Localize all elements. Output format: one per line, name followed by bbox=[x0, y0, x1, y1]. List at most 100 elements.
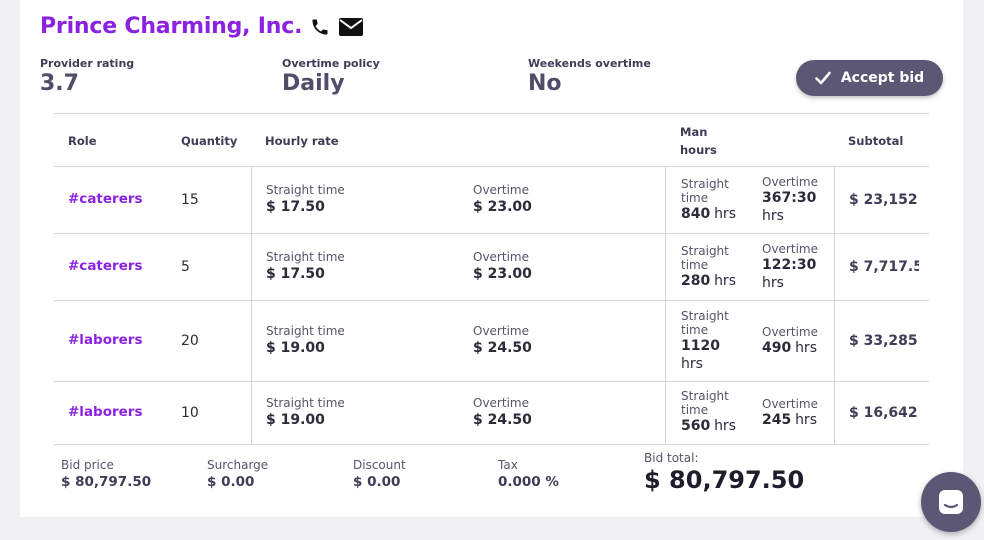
overtime-hours-label: Overtime bbox=[762, 325, 818, 339]
overtime-label: Overtime bbox=[473, 250, 529, 264]
row-subtotal: $ 7,717.50 bbox=[849, 259, 919, 275]
straight-time-rate: $ 19.00 bbox=[266, 340, 325, 356]
overtime-hours-unit: hrs bbox=[762, 275, 784, 291]
overtime-hours-unit: hrs bbox=[762, 208, 784, 224]
straight-time-rate: $ 19.00 bbox=[266, 412, 325, 428]
header-hourly-rate: Hourly rate bbox=[265, 134, 339, 148]
straight-hours-label-1: Straight bbox=[681, 309, 729, 323]
overtime-policy-value: Daily bbox=[282, 71, 345, 96]
row-subtotal: $ 16,642.5 bbox=[849, 405, 919, 421]
row-quantity: 10 bbox=[181, 405, 199, 421]
tax: Tax 0.000 % bbox=[498, 458, 559, 490]
row-overtime-hours: Overtime 490 hrs bbox=[762, 325, 818, 357]
weekends-overtime: Weekends overtime No bbox=[528, 57, 651, 96]
weekends-overtime-label: Weekends overtime bbox=[528, 57, 651, 70]
overtime-hours-unit: hrs bbox=[795, 340, 817, 356]
bid-price: Bid price $ 80,797.50 bbox=[61, 458, 151, 490]
row-straight-rate: Straight time $ 17.50 bbox=[266, 183, 345, 216]
overtime-label: Overtime bbox=[473, 183, 529, 197]
mail-icon[interactable] bbox=[338, 17, 364, 37]
overtime-rate: $ 23.00 bbox=[473, 266, 532, 282]
tax-value: 0.000 % bbox=[498, 474, 559, 490]
row-quantity: 15 bbox=[181, 192, 199, 208]
row-quantity: 5 bbox=[181, 259, 190, 275]
header-man-hours-line1: Man bbox=[680, 125, 708, 139]
row-overtime-hours: Overtime 245 hrs bbox=[762, 397, 818, 429]
discount-value: $ 0.00 bbox=[353, 474, 401, 490]
straight-hours-label-1: Straight bbox=[681, 389, 729, 403]
header-quantity: Quantity bbox=[181, 134, 238, 148]
straight-hours-label-1: Straight bbox=[681, 244, 729, 258]
row-subtotal: $ 33,285.0 bbox=[849, 333, 919, 349]
overtime-hours-value: 245 bbox=[762, 412, 792, 428]
row-overtime-rate: Overtime $ 24.50 bbox=[473, 396, 532, 429]
provider-name[interactable]: Prince Charming, Inc. bbox=[40, 14, 303, 39]
row-straight-rate: Straight time $ 17.50 bbox=[266, 250, 345, 283]
straight-hours-label-1: Straight bbox=[681, 177, 729, 191]
row-role[interactable]: #caterers bbox=[68, 191, 143, 207]
overtime-hours-unit: hrs bbox=[795, 412, 817, 428]
overtime-label: Overtime bbox=[473, 324, 529, 338]
bid-total-value: $ 80,797.50 bbox=[644, 466, 805, 494]
row-straight-rate: Straight time $ 19.00 bbox=[266, 396, 345, 429]
straight-hours-unit: hrs bbox=[714, 206, 736, 222]
bid-card: Prince Charming, Inc. Provider rating 3.… bbox=[20, 0, 963, 517]
row-role[interactable]: #laborers bbox=[68, 404, 143, 420]
chat-icon bbox=[939, 490, 963, 514]
overtime-policy: Overtime policy Daily bbox=[282, 57, 380, 96]
weekends-overtime-value: No bbox=[528, 71, 562, 96]
bid-total-label: Bid total: bbox=[644, 451, 699, 465]
overtime-rate: $ 24.50 bbox=[473, 340, 532, 356]
provider-rating-value: 3.7 bbox=[40, 71, 79, 96]
row-role[interactable]: #caterers bbox=[68, 258, 143, 274]
straight-time-label: Straight time bbox=[266, 396, 345, 410]
straight-hours-label-2: time bbox=[681, 323, 709, 337]
provider-rating: Provider rating 3.7 bbox=[40, 57, 134, 96]
row-straight-hours: Straight time 560 hrs bbox=[681, 389, 736, 435]
overtime-hours-label: Overtime bbox=[762, 242, 818, 256]
surcharge-value: $ 0.00 bbox=[207, 474, 255, 490]
row-quantity: 20 bbox=[181, 333, 199, 349]
discount: Discount $ 0.00 bbox=[353, 458, 406, 490]
row-overtime-rate: Overtime $ 24.50 bbox=[473, 324, 532, 357]
straight-time-label: Straight time bbox=[266, 250, 345, 264]
straight-hours-unit: hrs bbox=[681, 356, 703, 372]
row-role[interactable]: #laborers bbox=[68, 332, 143, 348]
header-subtotal: Subtotal bbox=[848, 134, 904, 148]
straight-time-label: Straight time bbox=[266, 183, 345, 197]
overtime-hours-value: 122:30 bbox=[762, 257, 817, 273]
row-overtime-hours: Overtime 367:30 hrs bbox=[762, 175, 818, 225]
straight-time-rate: $ 17.50 bbox=[266, 199, 325, 215]
bid-price-label: Bid price bbox=[61, 458, 114, 472]
header-man-hours-line2: hours bbox=[680, 143, 717, 157]
chat-launcher-button[interactable] bbox=[921, 472, 981, 532]
overtime-rate: $ 24.50 bbox=[473, 412, 532, 428]
tax-label: Tax bbox=[498, 458, 518, 472]
header-man-hours: Man hours bbox=[680, 123, 717, 159]
overtime-rate: $ 23.00 bbox=[473, 199, 532, 215]
bid-price-value: $ 80,797.50 bbox=[61, 474, 152, 490]
header-role: Role bbox=[68, 134, 97, 148]
phone-icon[interactable] bbox=[310, 17, 330, 37]
overtime-hours-value: 367:30 bbox=[762, 190, 817, 206]
row-straight-hours: Straight time 1120 hrs bbox=[681, 309, 729, 373]
straight-hours-unit: hrs bbox=[714, 273, 736, 289]
row-subtotal: $ 23,152.5 bbox=[849, 192, 919, 208]
row-overtime-rate: Overtime $ 23.00 bbox=[473, 250, 532, 283]
bid-total: Bid total: $ 80,797.50 bbox=[644, 451, 804, 494]
row-overtime-hours: Overtime 122:30 hrs bbox=[762, 242, 818, 292]
provider-header: Prince Charming, Inc. bbox=[40, 14, 364, 39]
straight-hours-label-2: time bbox=[681, 191, 709, 205]
straight-hours-value: 1120 bbox=[681, 338, 720, 354]
accept-bid-button[interactable]: Accept bid bbox=[796, 60, 943, 96]
overtime-label: Overtime bbox=[473, 396, 529, 410]
straight-time-rate: $ 17.50 bbox=[266, 266, 325, 282]
surcharge-label: Surcharge bbox=[207, 458, 269, 472]
straight-hours-value: 560 bbox=[681, 418, 711, 434]
row-straight-hours: Straight time 280 hrs bbox=[681, 244, 736, 290]
overtime-hours-label: Overtime bbox=[762, 175, 818, 189]
overtime-hours-label: Overtime bbox=[762, 397, 818, 411]
row-straight-hours: Straight time 840 hrs bbox=[681, 177, 736, 223]
check-icon bbox=[815, 71, 831, 85]
straight-hours-value: 840 bbox=[681, 206, 711, 222]
